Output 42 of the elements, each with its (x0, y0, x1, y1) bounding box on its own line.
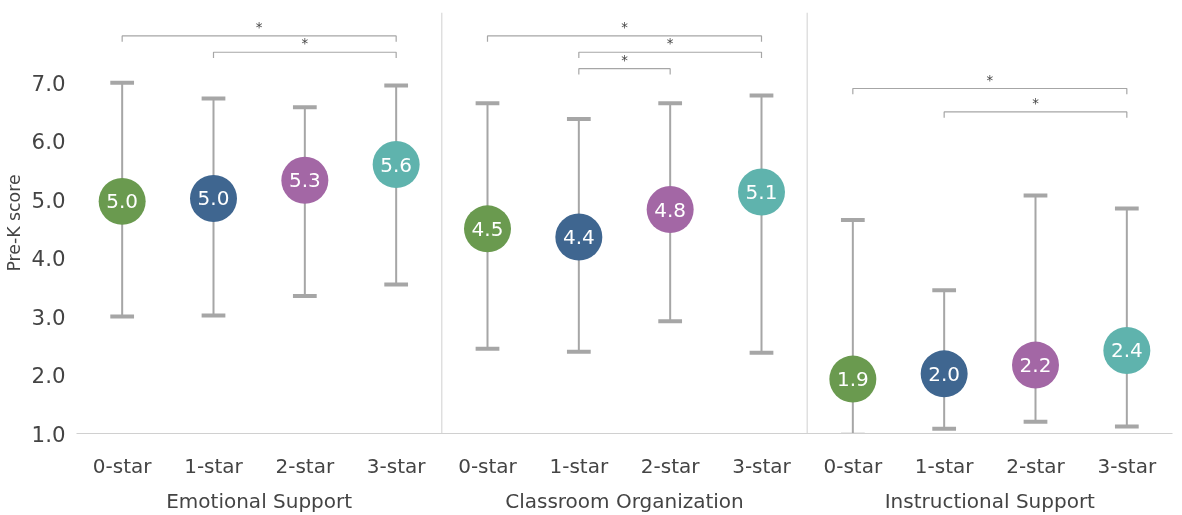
annotation: * (301, 36, 309, 52)
data-label: 5.6 (380, 152, 413, 177)
annotation: * (986, 72, 994, 88)
annotation: * (255, 19, 263, 35)
y-tick-label: 3.0 (31, 304, 66, 330)
y-tick-label: 1.0 (31, 421, 66, 447)
x-tick-label: 2-star (640, 453, 701, 478)
data-label: 5.3 (288, 168, 321, 193)
x-tick-label: 1-star (184, 453, 244, 478)
data-label: 1.9 (836, 367, 869, 392)
data-label: 5.0 (106, 189, 139, 214)
data-label: 2.0 (928, 361, 961, 386)
y-tick-label: 2.0 (31, 363, 66, 389)
x-tick-label: 3-star (366, 453, 427, 478)
data-label: 5.0 (197, 186, 230, 211)
x-tick-label: 1-star (549, 453, 609, 478)
y-tick-label: 7.0 (31, 70, 66, 96)
data-label: 4.4 (562, 225, 595, 250)
annotation: * (621, 19, 629, 35)
data-label: 2.4 (1110, 338, 1143, 363)
text: Emotional Support (166, 488, 353, 513)
y-tick-label: 4.0 (31, 246, 66, 272)
x-tick-label: 2-star (275, 453, 335, 478)
data-label: 2.2 (1019, 353, 1052, 378)
x-tick-label: 2-star (1006, 453, 1066, 478)
annotation: * (1032, 95, 1040, 111)
annotation: * (621, 52, 629, 68)
text: Classroom Organization (505, 488, 744, 513)
annotation: * (666, 36, 674, 52)
y-axis-title: Pre-K score (3, 174, 24, 272)
text: Instructional Support (884, 488, 1096, 513)
data-label: 5.1 (745, 180, 778, 205)
x-tick-label: 0-star (458, 453, 518, 478)
x-tick-label: 0-star (823, 453, 883, 478)
y-tick-label: 6.0 (31, 129, 66, 155)
x-tick-label: 0-star (92, 453, 153, 478)
x-tick-label: 1-star (914, 453, 975, 478)
x-tick-label: 3-star (732, 453, 792, 478)
data-label: 4.8 (654, 197, 687, 222)
y-tick-label: 5.0 (31, 187, 66, 213)
x-tick-label: 3-star (1097, 453, 1157, 478)
data-label: 4.5 (471, 216, 504, 241)
